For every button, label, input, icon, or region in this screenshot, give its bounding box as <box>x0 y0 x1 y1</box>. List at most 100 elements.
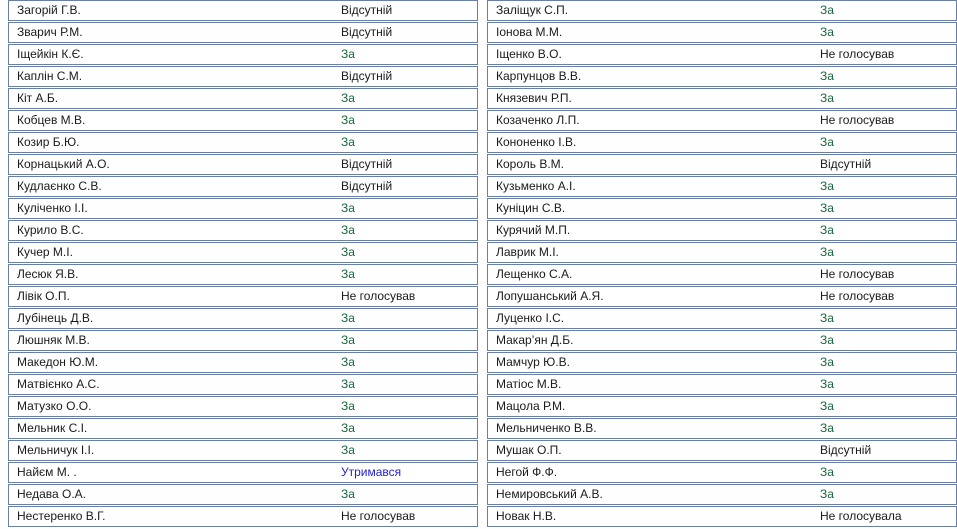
deputy-vote: За <box>341 333 355 347</box>
table-row[interactable]: Кононенко І.В. За <box>487 132 957 153</box>
table-row[interactable]: Лаврик М.І. За <box>487 242 957 263</box>
deputy-name: Корнацький А.О. <box>17 157 110 171</box>
deputy-vote: За <box>820 465 834 479</box>
deputy-vote: Відсутній <box>341 69 393 83</box>
table-row[interactable]: Зварич Р.М. Відсутній <box>8 22 478 43</box>
deputy-name: Лаврик М.І. <box>496 245 559 259</box>
deputy-name: Князевич Р.П. <box>496 91 572 105</box>
deputy-vote: За <box>820 333 834 347</box>
table-row[interactable]: Лубінець Д.В. За <box>8 308 478 329</box>
table-row[interactable]: Козаченко Л.П. Не голосував <box>487 110 957 131</box>
table-row[interactable]: Іщейкін К.Є. За <box>8 44 478 65</box>
table-row[interactable]: Нестеренко В.Г. Не голосував <box>8 506 478 527</box>
table-row[interactable]: Корнацький А.О. Відсутній <box>8 154 478 175</box>
deputy-vote: За <box>820 69 834 83</box>
deputy-name: Лопушанський А.Я. <box>496 289 604 303</box>
table-row[interactable]: Матузко О.О. За <box>8 396 478 417</box>
deputy-name: Лівік О.П. <box>17 289 70 303</box>
deputy-name: Луценко І.С. <box>496 311 565 325</box>
deputy-vote: За <box>820 421 834 435</box>
deputy-name: Люшняк М.В. <box>17 333 90 347</box>
deputy-vote: За <box>341 267 355 281</box>
table-row[interactable]: Заліщук С.П. За <box>487 0 957 21</box>
table-row[interactable]: Макар’ян Д.Б. За <box>487 330 957 351</box>
deputy-name: Іщейкін К.Є. <box>17 47 84 61</box>
table-row[interactable]: Лівік О.П. Не голосував <box>8 286 478 307</box>
table-row[interactable]: Негой Ф.Ф. За <box>487 462 957 483</box>
deputy-name: Найєм М. . <box>17 465 77 479</box>
deputy-vote: Відсутній <box>341 25 393 39</box>
deputy-name: Мамчур Ю.В. <box>496 355 570 369</box>
deputy-vote: За <box>341 47 355 61</box>
table-row[interactable]: Мамчур Ю.В. За <box>487 352 957 373</box>
table-row[interactable]: Кобцев М.В. За <box>8 110 478 131</box>
deputy-vote: За <box>820 355 834 369</box>
deputy-name: Іщенко В.О. <box>496 47 562 61</box>
deputy-vote: За <box>820 179 834 193</box>
deputy-name: Загорій Г.В. <box>17 3 81 17</box>
table-row[interactable]: Карпунцов В.В. За <box>487 66 957 87</box>
table-row[interactable]: Кузьменко А.І. За <box>487 176 957 197</box>
deputy-name: Король В.М. <box>496 157 565 171</box>
table-row[interactable]: Кучер М.І. За <box>8 242 478 263</box>
deputy-vote: За <box>341 201 355 215</box>
table-row[interactable]: Князевич Р.П. За <box>487 88 957 109</box>
table-row[interactable]: Курячий М.П. За <box>487 220 957 241</box>
deputy-name: Каплін С.М. <box>17 69 83 83</box>
deputy-name: Кудлаєнко С.В. <box>17 179 102 193</box>
table-row[interactable]: Мушак О.П. Відсутній <box>487 440 957 461</box>
table-row[interactable]: Король В.М. Відсутній <box>487 154 957 175</box>
table-row[interactable]: Луценко І.С. За <box>487 308 957 329</box>
deputy-name: Лубінець Д.В. <box>17 311 94 325</box>
deputy-name: Лещенко С.А. <box>496 267 573 281</box>
deputy-name: Іонова М.М. <box>496 25 563 39</box>
table-row[interactable]: Каплін С.М. Відсутній <box>8 66 478 87</box>
deputy-name: Кузьменко А.І. <box>496 179 576 193</box>
table-row[interactable]: Мельниченко В.В. За <box>487 418 957 439</box>
table-row[interactable]: Курило В.С. За <box>8 220 478 241</box>
table-row[interactable]: Куліченко І.І. За <box>8 198 478 219</box>
table-row[interactable]: Козир Б.Ю. За <box>8 132 478 153</box>
deputy-vote: За <box>341 421 355 435</box>
deputy-vote: Не голосував <box>341 509 416 523</box>
table-row[interactable]: Люшняк М.В. За <box>8 330 478 351</box>
table-row[interactable]: Мельничук І.І. За <box>8 440 478 461</box>
table-row[interactable]: Кудлаєнко С.В. Відсутній <box>8 176 478 197</box>
table-row[interactable]: Матіос М.В. За <box>487 374 957 395</box>
table-row[interactable]: Загорій Г.В. Відсутній <box>8 0 478 21</box>
deputy-vote: За <box>820 201 834 215</box>
deputy-name: Нестеренко В.Г. <box>17 509 106 523</box>
table-row[interactable]: Куніцин С.В. За <box>487 198 957 219</box>
deputy-name: Курило В.С. <box>17 223 84 237</box>
deputy-name: Матвієнко А.С. <box>17 377 100 391</box>
deputy-name: Зварич Р.М. <box>17 25 83 39</box>
deputy-name: Мацола Р.М. <box>496 399 566 413</box>
deputy-vote: Не голосував <box>341 289 416 303</box>
deputy-vote: За <box>820 311 834 325</box>
deputy-name: Козир Б.Ю. <box>17 135 80 149</box>
table-row[interactable]: Іонова М.М. За <box>487 22 957 43</box>
deputy-vote: За <box>341 223 355 237</box>
table-row[interactable]: Найєм М. . Утримався <box>8 462 478 483</box>
deputy-name: Немировський А.В. <box>496 487 603 501</box>
table-row[interactable]: Новак Н.В. Не голосувала <box>487 506 957 527</box>
deputy-name: Мельничук І.І. <box>17 443 95 457</box>
table-row[interactable]: Лещенко С.А. Не голосував <box>487 264 957 285</box>
table-row[interactable]: Мацола Р.М. За <box>487 396 957 417</box>
deputy-name: Макар’ян Д.Б. <box>496 333 574 347</box>
table-row[interactable]: Мельник С.І. За <box>8 418 478 439</box>
table-row[interactable]: Македон Ю.М. За <box>8 352 478 373</box>
deputy-name: Куліченко І.І. <box>17 201 88 215</box>
deputy-name: Козаченко Л.П. <box>496 113 580 127</box>
table-row[interactable]: Недава О.А. За <box>8 484 478 505</box>
table-row[interactable]: Кіт А.Б. За <box>8 88 478 109</box>
deputy-vote: Не голосував <box>820 267 895 281</box>
deputy-vote: За <box>341 245 355 259</box>
table-row[interactable]: Немировський А.В. За <box>487 484 957 505</box>
table-row[interactable]: Лопушанський А.Я. Не голосував <box>487 286 957 307</box>
table-row[interactable]: Матвієнко А.С. За <box>8 374 478 395</box>
deputy-name: Кобцев М.В. <box>17 113 86 127</box>
deputy-vote: Відсутній <box>820 157 872 171</box>
table-row[interactable]: Іщенко В.О. Не голосував <box>487 44 957 65</box>
table-row[interactable]: Лесюк Я.В. За <box>8 264 478 285</box>
